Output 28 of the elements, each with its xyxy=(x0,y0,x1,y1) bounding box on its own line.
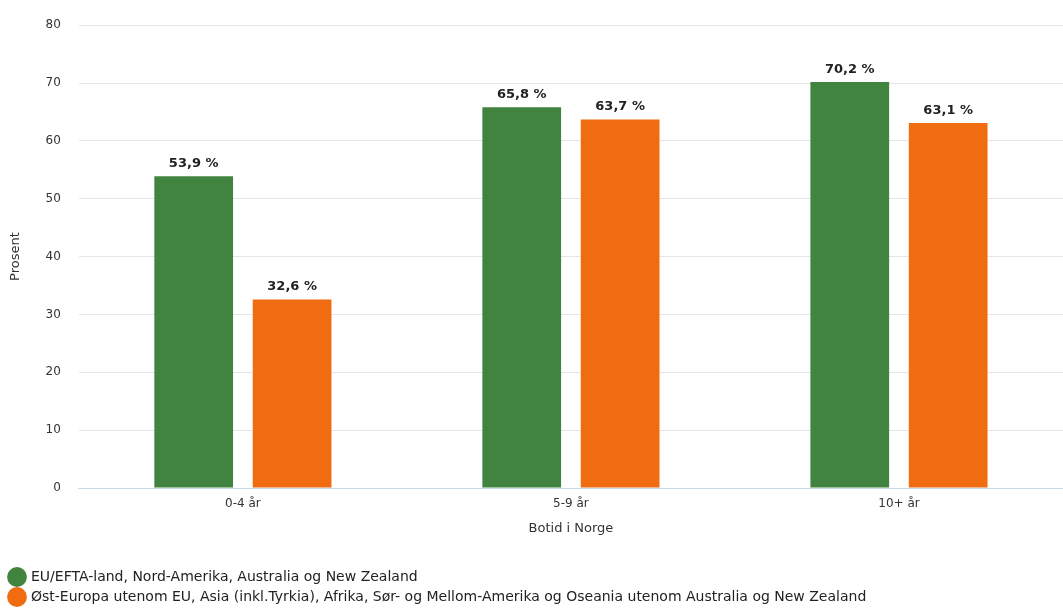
x-tick-label: 10+ år xyxy=(878,496,920,511)
bar xyxy=(154,176,234,488)
bar xyxy=(810,81,890,488)
y-tick-label: 20 xyxy=(45,364,61,379)
data-label: 63,7 % xyxy=(595,98,645,114)
data-label: 32,6 % xyxy=(267,278,317,294)
x-axis-title: Botid i Norge xyxy=(528,519,614,535)
y-axis-title: Prosent xyxy=(7,232,23,281)
data-label: 70,2 % xyxy=(824,60,875,76)
y-tick-label: 40 xyxy=(45,248,61,263)
legend-label: Øst-Europa utenom EU, Asia (inkl.Tyrkia), Afrika, Sør- og Mellom-Amerika og Oseania utenom Australia og New Zealand xyxy=(31,587,867,604)
data-label: 65,8 % xyxy=(496,86,547,102)
x-tick-label: 5-9 år xyxy=(553,496,589,511)
y-tick-label: 60 xyxy=(45,133,61,148)
bar xyxy=(482,107,562,488)
bar xyxy=(580,119,660,488)
y-tick-label: 50 xyxy=(45,190,61,205)
bar xyxy=(908,122,988,488)
x-tick-label: 0-4 år xyxy=(225,496,261,511)
legend-label: EU/EFTA-land, Nord-Amerika, Australia og New Zealand xyxy=(31,567,418,584)
y-tick-label: 30 xyxy=(45,306,61,321)
y-tick-label: 0 xyxy=(53,480,61,495)
y-tick-label: 70 xyxy=(45,75,61,90)
data-label: 63,1 % xyxy=(923,101,974,117)
y-tick-label: 10 xyxy=(45,422,61,437)
data-label: 53,9 % xyxy=(168,155,219,171)
y-tick-label: 80 xyxy=(45,17,61,32)
bar xyxy=(252,299,332,488)
